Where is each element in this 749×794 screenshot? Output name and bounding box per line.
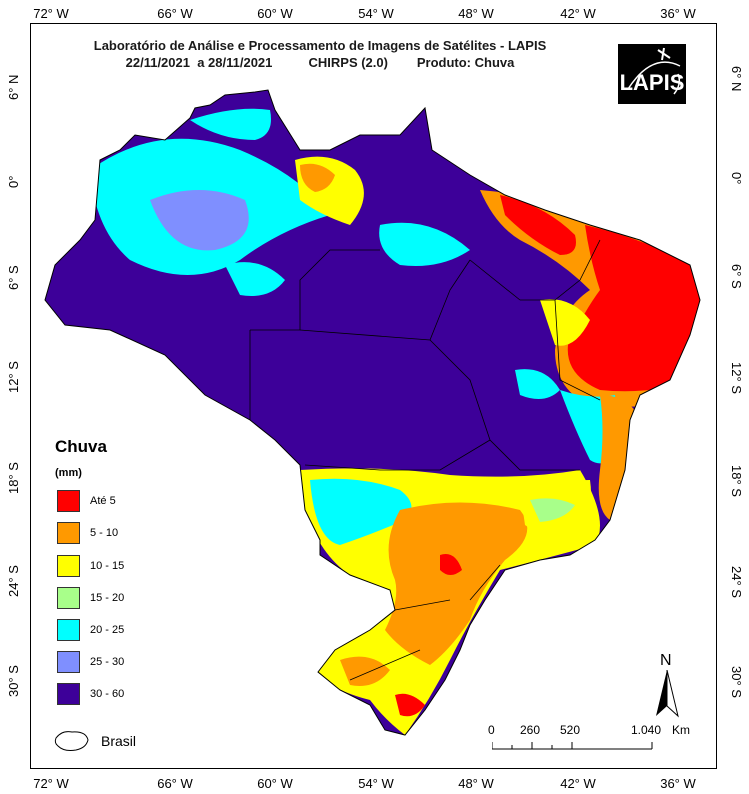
brasil-label: Brasil	[101, 733, 137, 749]
lon-tick-top: 66° W	[157, 6, 193, 21]
legend-label: 20 - 25	[90, 624, 125, 636]
legend-swatch	[57, 587, 80, 609]
lon-tick-bottom: 54° W	[358, 776, 394, 791]
legend-item: 25 - 30	[57, 651, 124, 673]
lon-tick-top: 36° W	[660, 6, 696, 21]
lon-tick-top: 48° W	[458, 6, 494, 21]
scale-unit: Km	[672, 723, 690, 737]
scale-tick-label: 260	[520, 723, 541, 737]
legend-label: 30 - 60	[90, 688, 125, 700]
scale-tick-label: 1.040	[631, 723, 662, 737]
lon-tick-top: 54° W	[358, 6, 394, 21]
satellite-icon	[627, 47, 681, 95]
scale-ruler	[492, 742, 653, 750]
lapis-logo: LAPIS	[618, 44, 686, 104]
legend-title: Chuva	[55, 437, 107, 456]
lon-tick-bottom: 36° W	[660, 776, 696, 791]
scale-bar: 0 260 520 1.040 Km	[488, 723, 698, 753]
legend-label: 5 - 10	[90, 527, 119, 539]
map-frame	[30, 23, 717, 769]
scale-tick-label: 0	[488, 723, 495, 737]
lon-tick-bottom: 72° W	[33, 776, 69, 791]
legend-label: 15 - 20	[90, 592, 125, 604]
legend-swatch	[57, 555, 80, 577]
legend-swatch	[57, 490, 80, 512]
map-title: Laboratório de Análise e Processamento d…	[93, 38, 547, 53]
scale-tick-label: 520	[560, 723, 581, 737]
legend-unit: (mm)	[55, 467, 82, 479]
legend-item: 15 - 20	[57, 587, 124, 609]
map-subtitle: 22/11/2021 a 28/11/2021 CHIRPS (2.0) Pro…	[125, 55, 515, 70]
logo-text: LAPIS	[619, 70, 685, 95]
legend-label: 10 - 15	[90, 560, 125, 572]
legend-swatch	[57, 619, 80, 641]
north-arrow-icon	[656, 670, 679, 718]
lon-tick-bottom: 42° W	[560, 776, 596, 791]
lon-tick-bottom: 48° W	[458, 776, 494, 791]
legend-item: 10 - 15	[57, 555, 124, 577]
legend-label: 25 - 30	[90, 656, 125, 668]
brasil-outline-icon	[54, 731, 89, 751]
legend-swatch	[57, 651, 80, 673]
legend-item: Até 5	[57, 490, 116, 512]
lon-tick-bottom: 66° W	[157, 776, 193, 791]
lon-tick-top: 60° W	[257, 6, 293, 21]
legend-item: 30 - 60	[57, 683, 124, 705]
legend-item: 5 - 10	[57, 522, 118, 544]
lon-tick-top: 42° W	[560, 6, 596, 21]
lon-tick-bottom: 60° W	[257, 776, 293, 791]
north-arrow: N	[652, 652, 682, 718]
legend-swatch	[57, 683, 80, 705]
legend-item: 20 - 25	[57, 619, 124, 641]
lon-tick-top: 72° W	[33, 6, 69, 21]
legend-swatch	[57, 522, 80, 544]
north-label: N	[660, 652, 672, 669]
legend-label: Até 5	[90, 495, 116, 507]
